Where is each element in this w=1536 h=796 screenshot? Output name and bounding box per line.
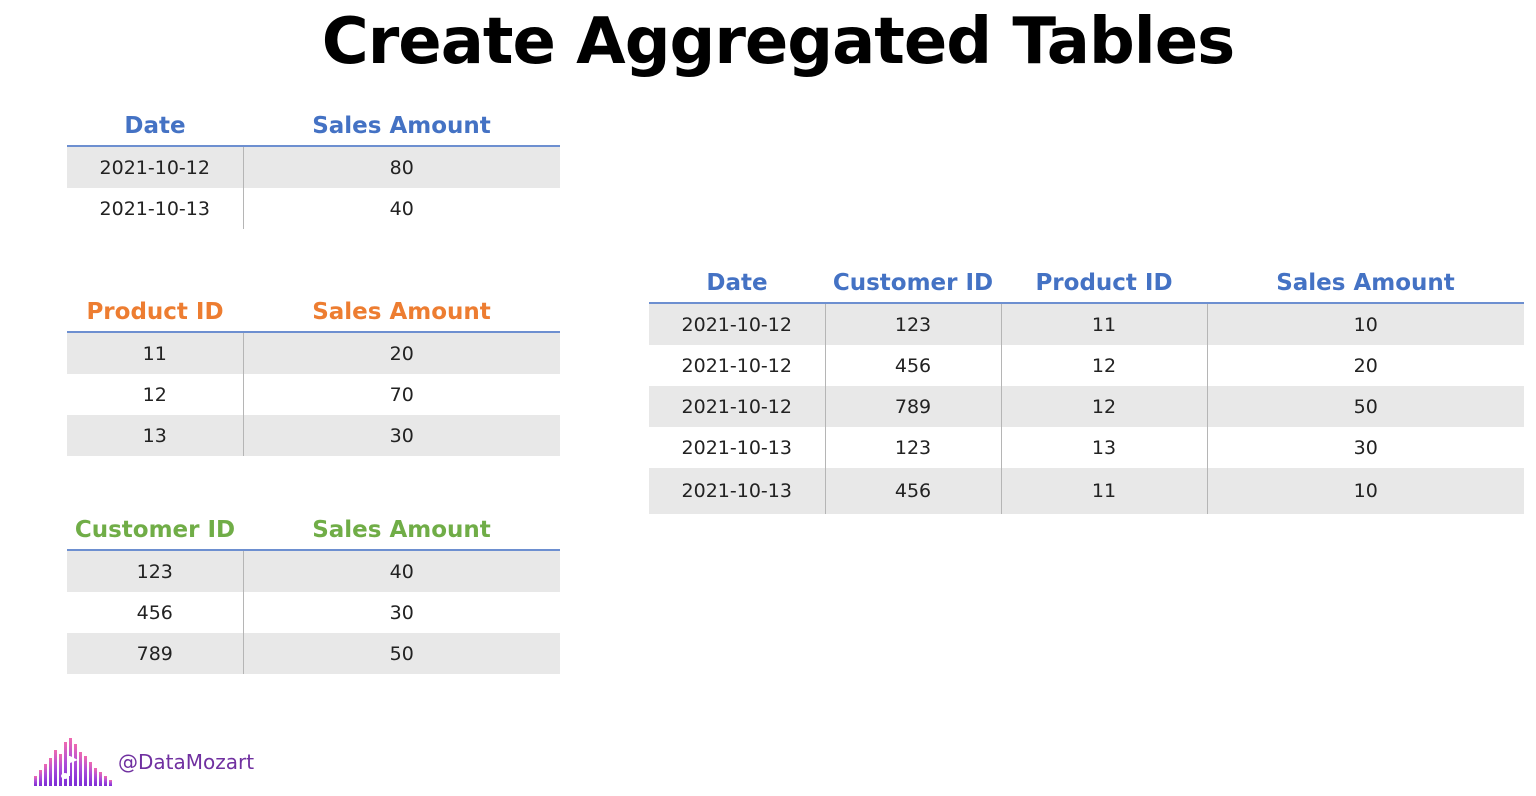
cell-date: 2021-10-13	[681, 436, 792, 459]
audio-bars-icon	[34, 738, 112, 786]
table-header-row: Product ID Sales Amount	[67, 293, 560, 333]
cell-sales-amount: 20	[242, 332, 560, 374]
cell-date: 2021-10-12	[649, 303, 825, 345]
product-aggregated-table: Product ID Sales Amount 11 20 12 70 13 3…	[67, 293, 560, 456]
date-aggregated-table: Date Sales Amount 2021-10-12 80 2021-10-…	[67, 107, 560, 229]
detail-sales-table: Date Customer ID Product ID Sales Amount…	[649, 264, 1524, 514]
cell-product-id: 12	[1000, 345, 1207, 386]
page-title: Create Aggregated Tables	[321, 5, 1235, 79]
cell-sales-amount: 10	[1206, 303, 1524, 345]
cell-sales-amount: 50	[1206, 386, 1524, 427]
brand-handle: @DataMozart	[118, 750, 255, 774]
header-sales-amount: Sales Amount	[243, 293, 560, 333]
table-row: 11 20	[67, 332, 560, 374]
brand-footer: @DataMozart	[34, 738, 254, 786]
header-product-id: Product ID	[1001, 264, 1207, 304]
cell-customer-id: 123	[824, 303, 1001, 345]
table-row: 2021-10-13 456 11 10	[649, 468, 1524, 514]
header-customer-id: Customer ID	[67, 511, 243, 551]
cell-date: 2021-10-13	[99, 197, 210, 220]
cell-sales-amount: 70	[242, 374, 560, 415]
cell-customer-id: 123	[67, 550, 243, 592]
table-row: 2021-10-12 456 12 20	[649, 345, 1524, 386]
table-header-row: Date Sales Amount	[67, 107, 560, 147]
table-row: 2021-10-12 789 12 50	[649, 386, 1524, 427]
cell-customer-id: 123	[824, 427, 1001, 468]
header-date: Date	[67, 107, 243, 147]
table-row: 12 70	[67, 374, 560, 415]
cell-sales-amount: 80	[242, 146, 560, 188]
cell-sales-amount: 30	[242, 415, 560, 456]
cell-customer-id: 456	[136, 601, 173, 624]
table-row: 2021-10-12 123 11 10	[649, 303, 1524, 345]
table-row: 13 30	[67, 415, 560, 456]
table-row: 123 40	[67, 550, 560, 592]
cell-product-id: 13	[1000, 427, 1207, 468]
table-row: 2021-10-12 80	[67, 146, 560, 188]
table-row: 2021-10-13 123 13 30	[649, 427, 1524, 468]
header-customer-id: Customer ID	[825, 264, 1001, 304]
cell-sales-amount: 30	[242, 592, 560, 633]
cell-product-id: 12	[1000, 386, 1207, 427]
cell-date: 2021-10-12	[649, 386, 825, 427]
table-row: 789 50	[67, 633, 560, 674]
cell-customer-id: 789	[824, 386, 1001, 427]
cell-date: 2021-10-13	[649, 468, 825, 514]
cell-product-id: 11	[67, 332, 243, 374]
table-row: 2021-10-13 40	[67, 188, 560, 229]
cell-product-id: 13	[67, 415, 243, 456]
header-date: Date	[649, 264, 825, 304]
cell-product-id: 11	[1000, 468, 1207, 514]
table-header-row: Date Customer ID Product ID Sales Amount	[649, 264, 1524, 304]
cell-sales-amount: 30	[1206, 427, 1524, 468]
table-header-row: Customer ID Sales Amount	[67, 511, 560, 551]
cell-date: 2021-10-12	[681, 354, 792, 377]
cell-date: 2021-10-12	[67, 146, 243, 188]
cell-customer-id: 456	[824, 468, 1001, 514]
cell-customer-id: 789	[67, 633, 243, 674]
cell-sales-amount: 50	[242, 633, 560, 674]
cell-sales-amount: 10	[1206, 468, 1524, 514]
cell-sales-amount: 40	[242, 550, 560, 592]
cell-product-id: 12	[142, 383, 167, 406]
header-product-id: Product ID	[67, 293, 243, 333]
table-row: 456 30	[67, 592, 560, 633]
cell-sales-amount: 40	[242, 188, 560, 229]
cell-customer-id: 456	[824, 345, 1001, 386]
customer-aggregated-table: Customer ID Sales Amount 123 40 456 30 7…	[67, 511, 560, 674]
header-sales-amount: Sales Amount	[243, 511, 560, 551]
cell-product-id: 11	[1000, 303, 1207, 345]
header-sales-amount: Sales Amount	[243, 107, 560, 147]
header-sales-amount: Sales Amount	[1207, 264, 1524, 304]
cell-sales-amount: 20	[1206, 345, 1524, 386]
